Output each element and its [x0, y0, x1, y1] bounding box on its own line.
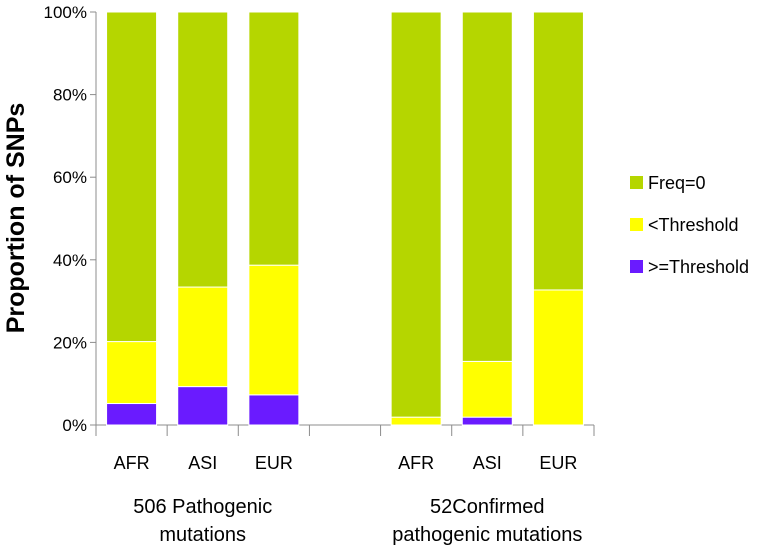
legend: Freq=0 <Threshold >=Threshold	[630, 173, 749, 277]
y-tick-label: 40%	[53, 251, 87, 270]
bar-segment	[248, 11, 300, 266]
legend-swatch	[630, 176, 643, 189]
bar-segment	[106, 11, 158, 343]
bar-segment	[177, 11, 229, 288]
axes	[95, 12, 594, 426]
y-tick-label: 100%	[44, 3, 87, 22]
x-tick-label: ASI	[188, 453, 217, 473]
group-label-line: 52Confirmed	[430, 496, 545, 518]
legend-label: <Threshold	[648, 215, 739, 235]
bar-segment	[177, 286, 229, 388]
x-tick-label: AFR	[114, 453, 150, 473]
legend-swatch	[630, 218, 643, 231]
bar-segment	[461, 11, 513, 362]
legend-swatch	[630, 260, 643, 273]
group-labels: 506 Pathogenic mutations 52Confirmed pathog…	[133, 496, 582, 546]
y-axis-title: Proportion of SNPs	[2, 103, 30, 334]
x-tick-label: EUR	[255, 453, 293, 473]
bars	[106, 11, 584, 426]
y-tick-label: 60%	[53, 168, 87, 187]
bar-segment	[532, 11, 584, 291]
x-tick-labels: AFR ASI EUR AFR ASI EUR	[114, 453, 578, 473]
bar-segment	[461, 416, 513, 426]
group-label-line: pathogenic mutations	[392, 524, 582, 546]
bar-segment	[106, 403, 158, 426]
bar-segment	[390, 416, 442, 426]
group-label-line: mutations	[159, 524, 246, 546]
group-label-line: 506 Pathogenic	[133, 496, 272, 518]
y-ticks: 0% 20% 40% 60% 80% 100%	[44, 3, 96, 435]
x-dividers	[95, 425, 595, 436]
x-tick-label: EUR	[539, 453, 577, 473]
y-tick-label: 0%	[62, 416, 87, 435]
bar-segment	[177, 386, 229, 426]
legend-label: >=Threshold	[648, 257, 749, 277]
y-tick-label: 80%	[53, 86, 87, 105]
legend-label: Freq=0	[648, 173, 706, 193]
x-tick-label: ASI	[473, 453, 502, 473]
bar-segment	[248, 394, 300, 426]
x-tick-label: AFR	[398, 453, 434, 473]
bar-segment	[248, 264, 300, 396]
bar-segment	[106, 341, 158, 405]
bar-segment	[390, 11, 442, 418]
y-tick-label: 20%	[53, 333, 87, 352]
bar-segment	[532, 289, 584, 426]
bar-segment	[461, 360, 513, 418]
